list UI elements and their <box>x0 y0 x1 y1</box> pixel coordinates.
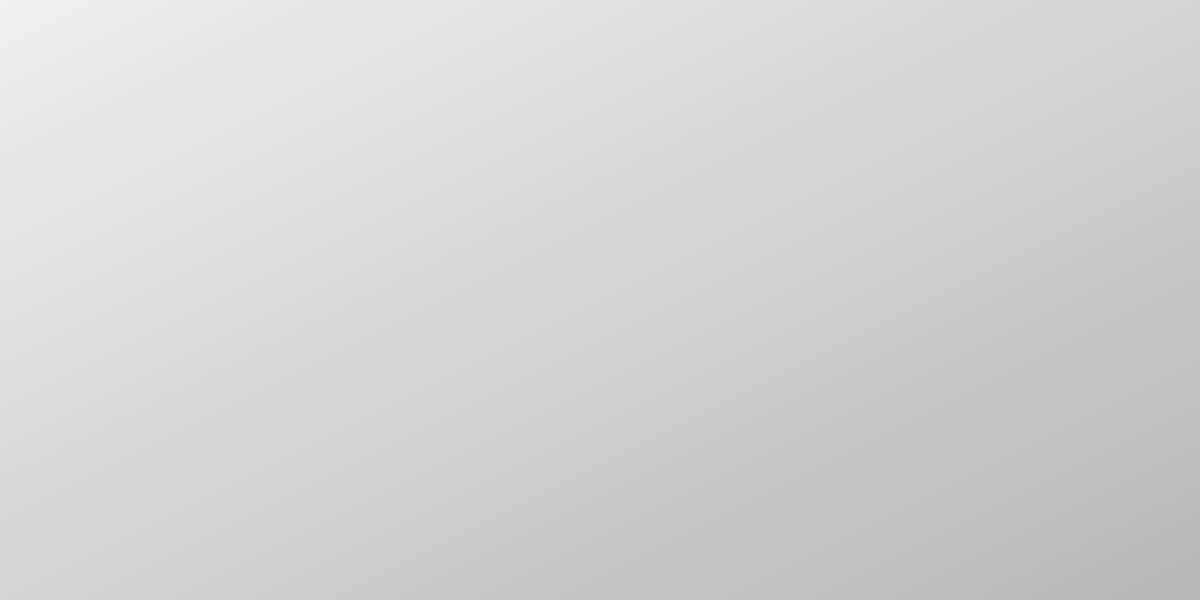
Bar <box>842 463 902 498</box>
Bar <box>358 332 418 498</box>
Bar <box>570 397 630 498</box>
Bar <box>1056 472 1116 498</box>
Bar <box>630 325 690 498</box>
Legend: 2023, 2032: 2023, 2032 <box>754 46 997 82</box>
Text: 1.2: 1.2 <box>138 235 170 253</box>
Bar <box>204 122 264 498</box>
Bar <box>144 254 204 498</box>
Bar <box>784 478 842 498</box>
Bar <box>996 487 1056 498</box>
Bar <box>418 230 476 498</box>
Text: Magnetic Resonance Angiography Market, By Regional, 2023 & 2032: Magnetic Resonance Angiography Market, B… <box>96 35 1007 61</box>
